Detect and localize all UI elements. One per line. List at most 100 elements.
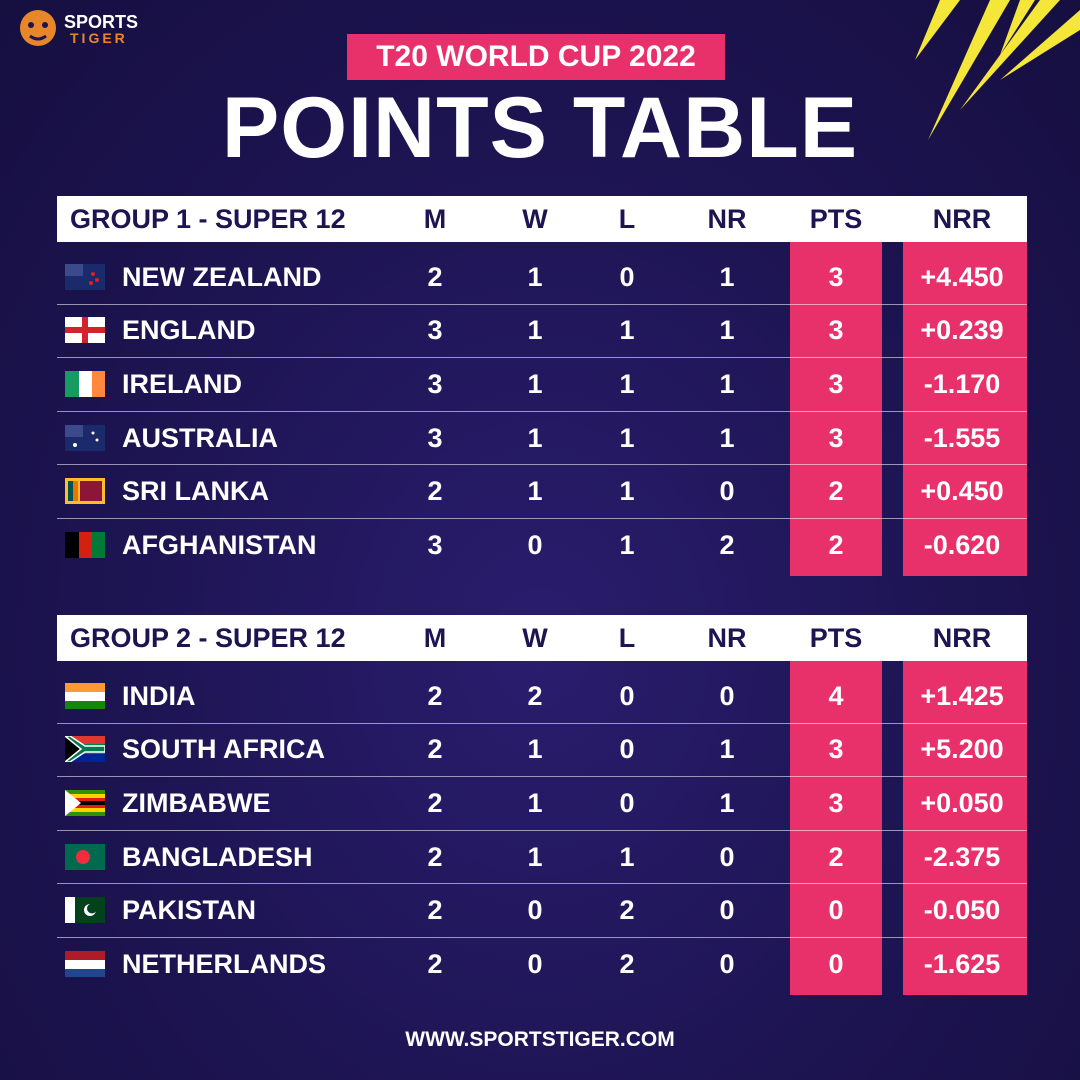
pts-column	[790, 242, 882, 576]
flag	[65, 424, 105, 451]
stat-cell: 1	[619, 841, 635, 872]
header-cell: W	[522, 204, 548, 234]
stat-cell: 2	[427, 680, 443, 711]
stat-cell: 4	[828, 680, 844, 711]
stat-cell: 1	[527, 788, 543, 818]
flag	[65, 682, 105, 709]
stat-cell: 0	[828, 948, 844, 979]
team-name: BANGLADESH	[122, 841, 313, 872]
row-divider	[57, 303, 1027, 305]
row-divider	[57, 464, 1027, 466]
row-divider	[57, 883, 1027, 885]
header-cell: GROUP 2 - SUPER 12	[70, 623, 346, 653]
logo-bottom: TIGER	[70, 30, 128, 46]
stat-cell: 0	[527, 895, 543, 926]
header-cell: NRR	[932, 204, 992, 234]
flag-icon	[65, 478, 105, 505]
footer: WWW.SPORTSTIGER.COM	[405, 1028, 675, 1051]
stat-cell: 3	[828, 315, 844, 346]
flag	[65, 790, 105, 816]
stat-cell: 3	[828, 369, 844, 399]
stat-cell: -0.620	[923, 529, 1001, 560]
header-cell: L	[618, 204, 636, 234]
header-cell: M	[423, 623, 447, 653]
stat-cell: 2	[427, 895, 443, 926]
team-name: AFGHANISTAN	[122, 529, 317, 560]
stat-cell: 3	[427, 315, 443, 346]
stat-cell: 0	[719, 680, 735, 711]
flag-icon	[65, 263, 105, 290]
team-name: SOUTH AFRICA	[122, 734, 325, 765]
stat-cell: 3	[828, 788, 844, 818]
stat-cell: 0	[719, 476, 735, 507]
table-header	[57, 196, 1027, 242]
team-name: AUSTRALIA	[122, 422, 278, 453]
header-cell: NR	[707, 204, 747, 234]
stat-cell: 3	[427, 422, 443, 453]
stat-cell: 0	[828, 895, 844, 926]
stat-cell: 1	[527, 841, 543, 872]
stat-cell: 2	[828, 841, 844, 872]
flag-icon	[65, 897, 105, 924]
flag	[65, 897, 105, 924]
stat-cell: 1	[527, 422, 543, 453]
team-name: PAKISTAN	[122, 895, 256, 926]
flag	[62, 735, 106, 764]
stat-cell: 2	[427, 948, 443, 979]
stat-cell: 0	[619, 734, 635, 765]
team-name: NETHERLANDS	[122, 948, 327, 979]
team-name: ENGLAND	[122, 315, 256, 346]
header-cell: GROUP 1 - SUPER 12	[70, 204, 346, 234]
flag-icon	[62, 735, 106, 764]
flag-icon	[65, 790, 105, 816]
stat-cell: +0.239	[920, 315, 1004, 346]
stat-cell: -1.555	[923, 422, 1001, 453]
stat-cell: +0.450	[920, 476, 1004, 507]
header-cell: L	[618, 623, 636, 653]
flag	[65, 478, 105, 505]
team-name: IRELAND	[122, 369, 242, 399]
stat-cell: 1	[619, 422, 635, 453]
stat-cell: 0	[619, 680, 635, 711]
stat-cell: 0	[719, 895, 735, 926]
stat-cell: 1	[719, 788, 735, 818]
team-name: INDIA	[122, 680, 196, 711]
header-cell: NRR	[932, 623, 992, 653]
stat-cell: 3	[828, 734, 844, 765]
flag-icon	[65, 317, 105, 344]
stat-cell: +4.450	[920, 261, 1004, 292]
row-divider	[57, 518, 1027, 519]
stat-cell: 0	[719, 948, 735, 979]
row-divider	[57, 722, 1027, 724]
stat-cell: 0	[527, 948, 543, 979]
stat-cell: +0.050	[920, 788, 1004, 818]
flag	[65, 317, 105, 344]
header-cell: PTS	[809, 204, 863, 234]
stat-cell: 1	[527, 476, 543, 507]
flag-icon	[65, 950, 105, 977]
row-divider	[57, 410, 1027, 412]
badge: T20 WORLD CUP 2022	[347, 34, 725, 80]
row-divider	[57, 357, 1027, 359]
stat-cell: 1	[619, 369, 635, 399]
flag-icon	[65, 371, 105, 397]
team-name: NEW ZEALAND	[122, 261, 322, 292]
stat-cell: 2	[427, 476, 443, 507]
logo-top: SPORTS	[64, 12, 139, 32]
pts-column	[790, 661, 882, 995]
stat-cell: +1.425	[920, 680, 1004, 711]
team-name: ZIMBABWE	[122, 788, 271, 818]
stat-cell: 0	[619, 261, 635, 292]
stat-cell: +5.200	[920, 734, 1004, 765]
row-divider	[57, 829, 1027, 831]
stat-cell: 1	[719, 734, 735, 765]
header-cell: W	[522, 623, 548, 653]
stat-cell: 1	[619, 315, 635, 346]
stat-cell: 1	[527, 369, 543, 399]
stat-cell: 2	[619, 895, 635, 926]
stat-cell: 1	[719, 315, 735, 346]
stat-cell: 2	[619, 948, 635, 979]
stat-cell: 1	[719, 422, 735, 453]
stat-cell: 1	[619, 529, 635, 560]
